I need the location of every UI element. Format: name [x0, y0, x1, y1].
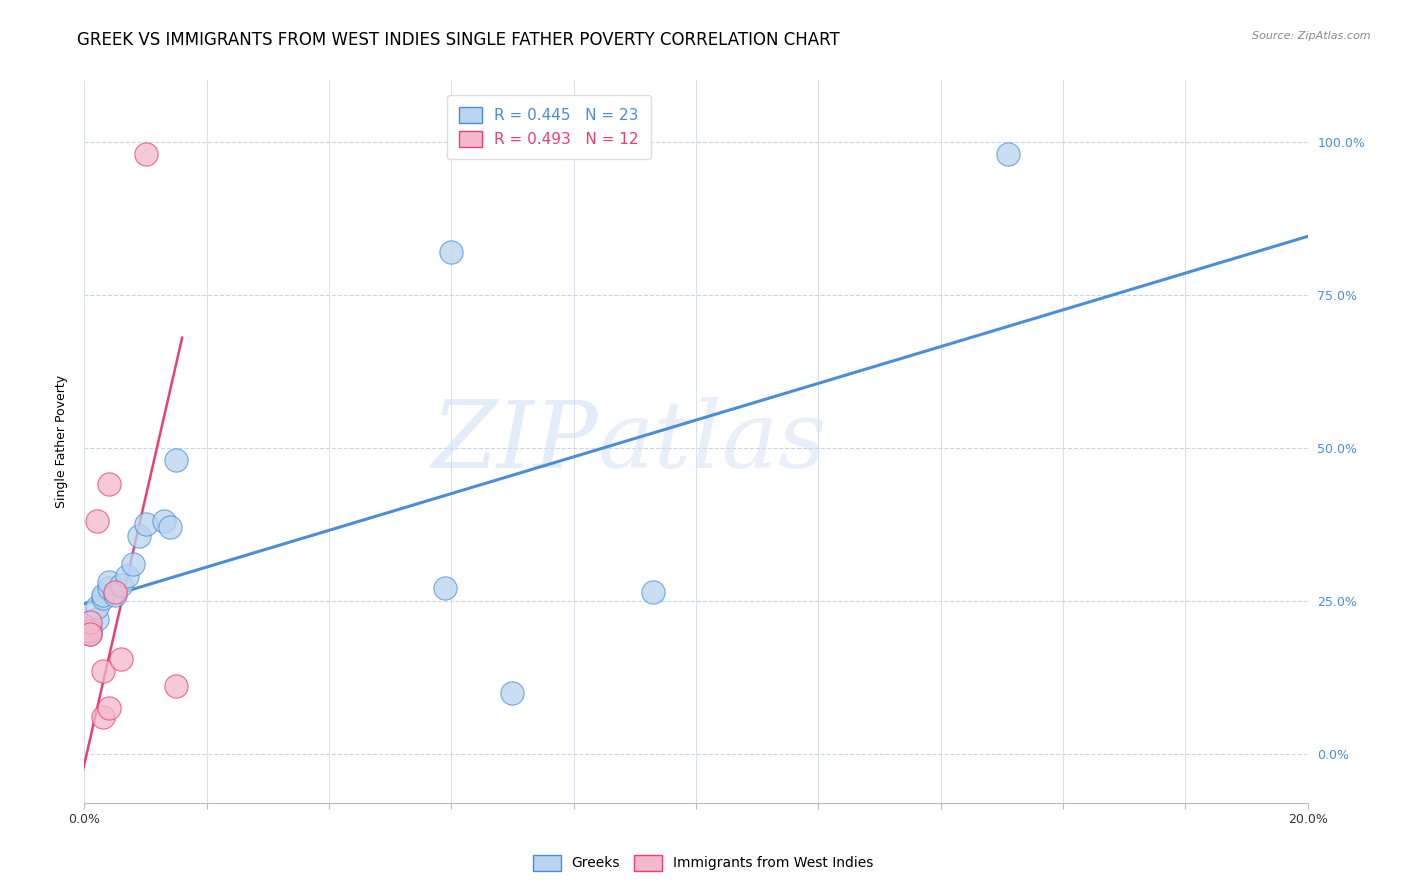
Point: [97, 575, 120, 590]
Point: [79, 627, 101, 641]
Text: Source: ZipAtlas.com: Source: ZipAtlas.com: [1253, 31, 1371, 41]
Point: [997, 146, 1019, 161]
Text: ZIP: ZIP: [432, 397, 598, 486]
Point: [110, 652, 132, 666]
Point: [115, 569, 138, 583]
Point: [79, 624, 101, 639]
Text: atlas: atlas: [598, 397, 828, 486]
Point: [159, 520, 181, 534]
Point: [165, 453, 187, 467]
Point: [91, 591, 114, 605]
Point: [104, 584, 127, 599]
Point: [135, 146, 157, 161]
Point: [79, 615, 101, 630]
Point: [97, 701, 120, 715]
Point: [104, 588, 127, 602]
Point: [86, 612, 108, 626]
Legend: Greeks, Immigrants from West Indies: Greeks, Immigrants from West Indies: [527, 849, 879, 876]
Point: [86, 514, 108, 528]
Point: [91, 710, 114, 724]
Point: [122, 557, 145, 571]
Point: [86, 599, 108, 614]
Point: [91, 664, 114, 678]
Point: [135, 517, 157, 532]
Point: [153, 514, 176, 528]
Legend: R = 0.445   N = 23, R = 0.493   N = 12: R = 0.445 N = 23, R = 0.493 N = 12: [447, 95, 651, 159]
Y-axis label: Single Father Poverty: Single Father Poverty: [55, 375, 69, 508]
Point: [434, 582, 457, 596]
Point: [110, 578, 132, 592]
Point: [97, 582, 120, 596]
Point: [91, 588, 114, 602]
Point: [643, 584, 665, 599]
Point: [79, 627, 101, 641]
Point: [165, 680, 187, 694]
Text: GREEK VS IMMIGRANTS FROM WEST INDIES SINGLE FATHER POVERTY CORRELATION CHART: GREEK VS IMMIGRANTS FROM WEST INDIES SIN…: [77, 31, 839, 49]
Point: [128, 529, 150, 543]
Point: [79, 621, 101, 635]
Point: [502, 685, 524, 699]
Point: [97, 477, 120, 491]
Point: [79, 615, 101, 630]
Point: [440, 244, 463, 259]
